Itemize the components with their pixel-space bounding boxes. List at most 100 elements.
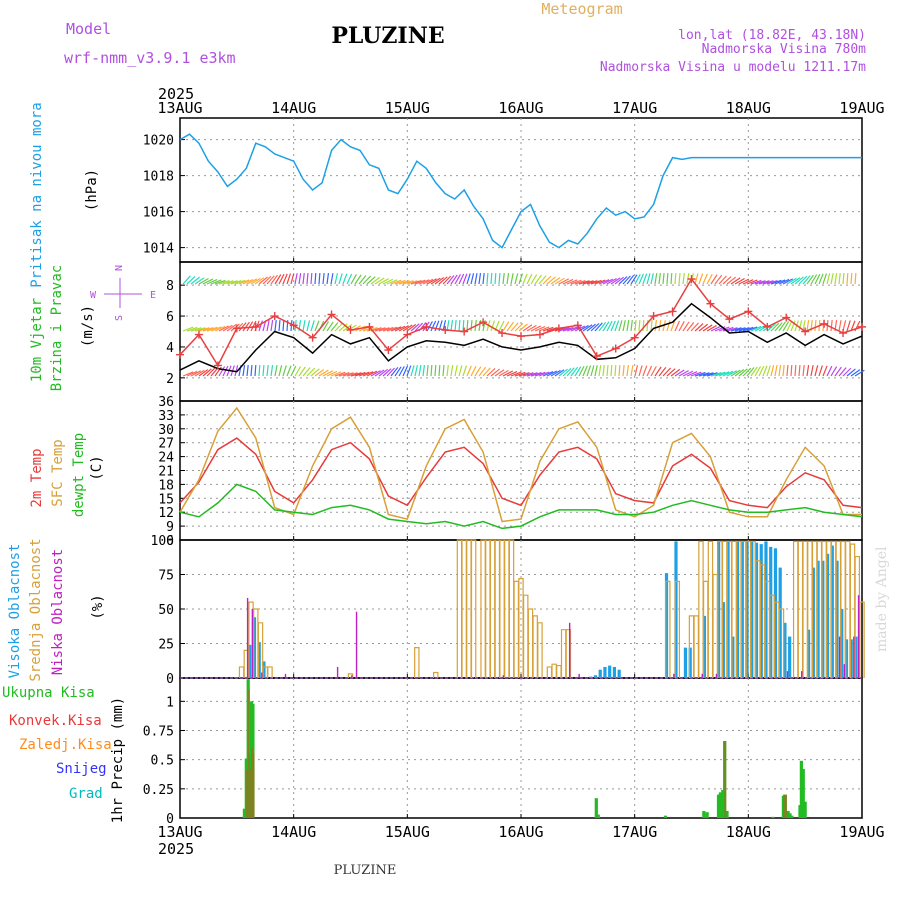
cloud-bar-mid	[698, 540, 704, 678]
cloud-bar-high	[608, 665, 612, 678]
cloud-bar-mid	[792, 540, 799, 678]
cloud-bar-high	[702, 615, 707, 678]
y-tick-label-clouds: 0	[166, 672, 174, 687]
cloud-bar-high	[830, 545, 834, 678]
y-tick-label-temperature: 36	[158, 395, 174, 410]
precip-bar-total	[801, 769, 805, 818]
cloud-bar-mid	[238, 666, 245, 678]
wind-arrow-row	[182, 272, 857, 285]
x-tick-label-bottom: 16AUG	[498, 823, 543, 841]
dewpoint-line	[179, 483, 863, 530]
page-title: PLUZINE	[331, 23, 444, 49]
cloud-bar-mid	[859, 601, 865, 678]
wind-gust-marker	[346, 325, 355, 334]
precip-bar-total	[771, 816, 775, 818]
cloud-bar-high	[598, 669, 602, 678]
cloud-unit-label: (%)	[90, 594, 106, 619]
wind-gust-marker	[194, 330, 203, 339]
wind-gust-marker	[327, 310, 336, 319]
cloud-bar-low	[715, 673, 718, 678]
y-tick-label-temperature: 30	[158, 423, 174, 438]
cloud-bar-mid	[674, 580, 681, 678]
wind-gust-marker	[365, 322, 374, 331]
cloud-bar-mid	[712, 573, 718, 678]
x-tick-label-bottom: 15AUG	[385, 823, 430, 841]
wind-gust-marker	[176, 350, 184, 359]
wind-gust-marker	[232, 324, 241, 333]
cloud-bar-high	[750, 541, 754, 678]
y-tick-label-temperature: 18	[158, 478, 174, 493]
wind-gust-marker	[213, 361, 222, 370]
cloud-bar-high	[773, 548, 778, 678]
cloud-low-axis-label: Niska Oblacnost	[50, 549, 66, 675]
pressure-axis-label: Pritisak na nivou mora	[29, 102, 45, 287]
cloud-bar-low	[568, 622, 571, 678]
x-tick-label-bottom: 17AUG	[612, 823, 657, 841]
precip-unit-label: 1hr Precip (mm)	[110, 697, 126, 823]
cloud-bar-high	[754, 542, 759, 678]
precip-legend-3: Snijeg	[56, 761, 107, 777]
wind-gust-marker	[725, 315, 734, 324]
precip-bar-conv	[252, 753, 255, 818]
precip-bar-conv	[784, 794, 787, 818]
precip-bar-conv	[245, 769, 248, 818]
wind-gust-marker	[782, 313, 791, 322]
precip-legend-2: Zaledj.Kisa	[19, 737, 112, 753]
wind-gust-marker	[554, 324, 563, 333]
cloud-bar-high	[593, 675, 598, 678]
cloud-bar-high	[740, 541, 744, 678]
wind-gust-marker	[744, 307, 753, 316]
y-tick-label-precip: 0.25	[143, 783, 174, 798]
wind-gust-marker	[403, 330, 412, 339]
model-elevation-label: Nadmorska Visina u modelu 1211.17m	[600, 60, 866, 75]
cloud-bar-high	[825, 553, 830, 678]
cloud-bar-mid	[257, 622, 264, 678]
wind-gust-marker	[668, 307, 677, 316]
cloud-bar-low	[838, 636, 841, 678]
cloud-bar-low	[701, 673, 703, 678]
x-tick-label-top: 17AUG	[612, 99, 657, 117]
pressure-line	[179, 133, 862, 249]
wind-gust-marker	[858, 322, 866, 331]
cloud-bar-low	[261, 672, 263, 678]
y-tick-label-pressure: 1016	[143, 206, 174, 221]
x-tick-label-top: 15AUG	[385, 99, 430, 117]
cloud-bar-mid	[560, 629, 567, 678]
wind-gust-marker	[251, 322, 260, 331]
y-tick-label-temperature: 21	[158, 465, 174, 480]
wind-gust-marker	[422, 322, 431, 331]
precip-bar-total	[716, 794, 721, 818]
y-tick-label-pressure: 1020	[143, 134, 174, 149]
sfc-axis-label: SFC Temp	[50, 439, 66, 506]
temp-unit-label: (C)	[89, 455, 105, 480]
precip-bar-total	[702, 811, 706, 818]
precip-legend-0: Ukupna Kisa	[2, 685, 95, 701]
credit-label: made by Angel	[874, 546, 890, 652]
wind-gust-marker	[270, 312, 279, 321]
sfc-temp-line	[179, 406, 862, 523]
wind-speed-line	[179, 302, 863, 373]
cloud-bar-mid	[546, 666, 553, 678]
cloud-bar-mid	[433, 671, 439, 678]
x-tick-label-top: 19AUG	[839, 99, 884, 117]
y-tick-label-wind: 4	[166, 341, 174, 356]
cloud-bar-high	[262, 661, 266, 678]
y-tick-label-temperature: 9	[166, 520, 174, 535]
precip-bar-total	[596, 814, 600, 818]
precip-bar-total	[718, 792, 722, 818]
cloud-bar-mid	[267, 666, 273, 678]
cloud-bar-high	[252, 617, 257, 678]
model-name: wrf-nmm_v3.9.1 e3km	[64, 49, 236, 67]
temp2m-line	[179, 437, 863, 509]
y-tick-label-temperature: 33	[158, 409, 174, 424]
panel-frame-precip	[179, 677, 863, 819]
cloud-bar-high	[788, 636, 792, 678]
precip-bar-conv	[782, 794, 785, 818]
compass-e: E	[150, 290, 156, 301]
cloud-bar-low	[786, 671, 789, 678]
wind-arrow-row	[182, 364, 865, 377]
precip-bar-total	[803, 801, 807, 818]
y-tick-label-wind: 8	[166, 279, 174, 294]
cloud-bar-high	[844, 639, 849, 678]
cloud-bar-mid	[551, 663, 557, 678]
